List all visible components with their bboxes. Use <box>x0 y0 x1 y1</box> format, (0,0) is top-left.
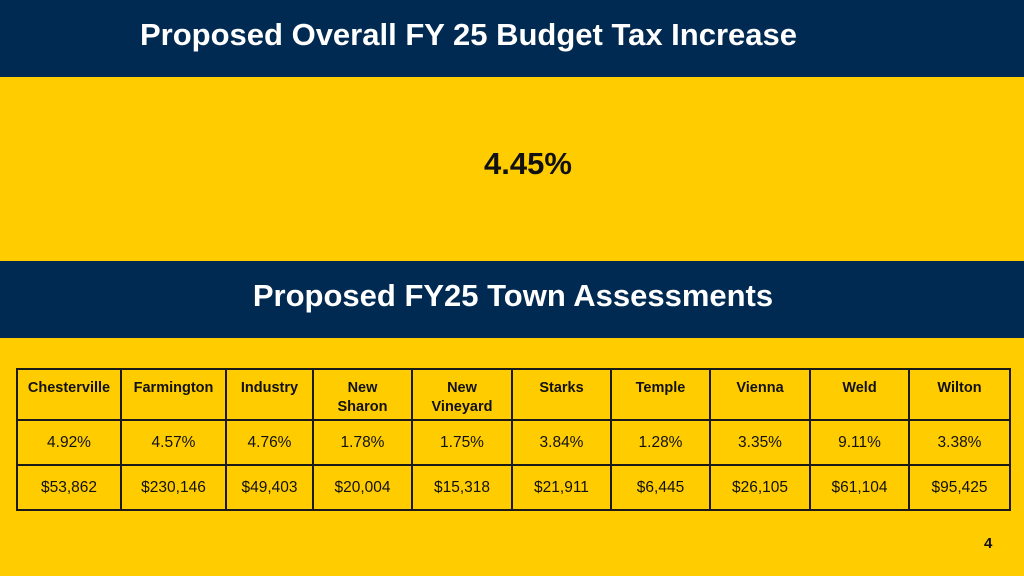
table-cell: 1.28% <box>610 419 711 466</box>
section-title: Proposed FY25 Town Assessments <box>252 278 774 313</box>
column-header-line: Wilton <box>937 380 982 396</box>
table-header-row: Chesterville Farmington Industry New Shar… <box>16 368 1011 421</box>
table-cell: 9.11% <box>809 419 910 466</box>
table-cell: $95,425 <box>908 464 1011 511</box>
table-cell: 4.92% <box>16 419 122 466</box>
column-header-line: Chesterville <box>27 380 111 396</box>
section-band: Proposed FY25 Town Assessments <box>0 261 1024 338</box>
column-header: Industry <box>225 368 314 421</box>
table-cell: 1.78% <box>312 419 413 466</box>
table-cell: $21,911 <box>511 464 612 511</box>
column-header: Weld <box>809 368 910 421</box>
table-cell: $53,862 <box>16 464 122 511</box>
table-cell: 3.35% <box>709 419 811 466</box>
column-header-line: New <box>347 380 378 396</box>
table-cell: $230,146 <box>120 464 227 511</box>
column-header-line: Sharon <box>337 399 388 415</box>
column-header-line: Starks <box>539 380 584 396</box>
column-header-line: Vineyard <box>431 399 493 415</box>
table-row-percent: 4.92% 4.57% 4.76% 1.78% 1.75% 3.84% 1.28… <box>16 419 1011 466</box>
table-cell: $15,318 <box>411 464 513 511</box>
column-header: New Vineyard <box>411 368 513 421</box>
column-header: Vienna <box>709 368 811 421</box>
table-cell: $61,104 <box>809 464 910 511</box>
column-header-line: Farmington <box>133 380 214 396</box>
overall-increase-value: 4.45% <box>484 146 572 181</box>
table-row-amount: $53,862 $230,146 $49,403 $20,004 $15,318… <box>16 464 1011 511</box>
column-header-line: New <box>447 380 477 396</box>
column-header: Starks <box>511 368 612 421</box>
town-assessments-table: Chesterville Farmington Industry New Shar… <box>16 368 1011 511</box>
header-band: Proposed Overall FY 25 Budget Tax Increa… <box>0 0 1024 77</box>
table-cell: 4.76% <box>225 419 314 466</box>
table-cell: $49,403 <box>225 464 314 511</box>
column-header: Farmington <box>120 368 227 421</box>
column-header-line: Industry <box>240 380 299 396</box>
table-cell: 1.75% <box>411 419 513 466</box>
page-number: 4 <box>984 535 993 552</box>
table-cell: 3.84% <box>511 419 612 466</box>
table-cell: 4.57% <box>120 419 227 466</box>
column-header: New Sharon <box>312 368 413 421</box>
column-header: Wilton <box>908 368 1011 421</box>
table-cell: $26,105 <box>709 464 811 511</box>
table-cell: $20,004 <box>312 464 413 511</box>
column-header-line: Weld <box>842 380 877 396</box>
column-header-line: Vienna <box>736 380 784 396</box>
table-cell: $6,445 <box>610 464 711 511</box>
column-header: Chesterville <box>16 368 122 421</box>
slide-title: Proposed Overall FY 25 Budget Tax Increa… <box>140 17 797 52</box>
column-header-line: Temple <box>635 380 686 396</box>
table-cell: 3.38% <box>908 419 1011 466</box>
column-header: Temple <box>610 368 711 421</box>
